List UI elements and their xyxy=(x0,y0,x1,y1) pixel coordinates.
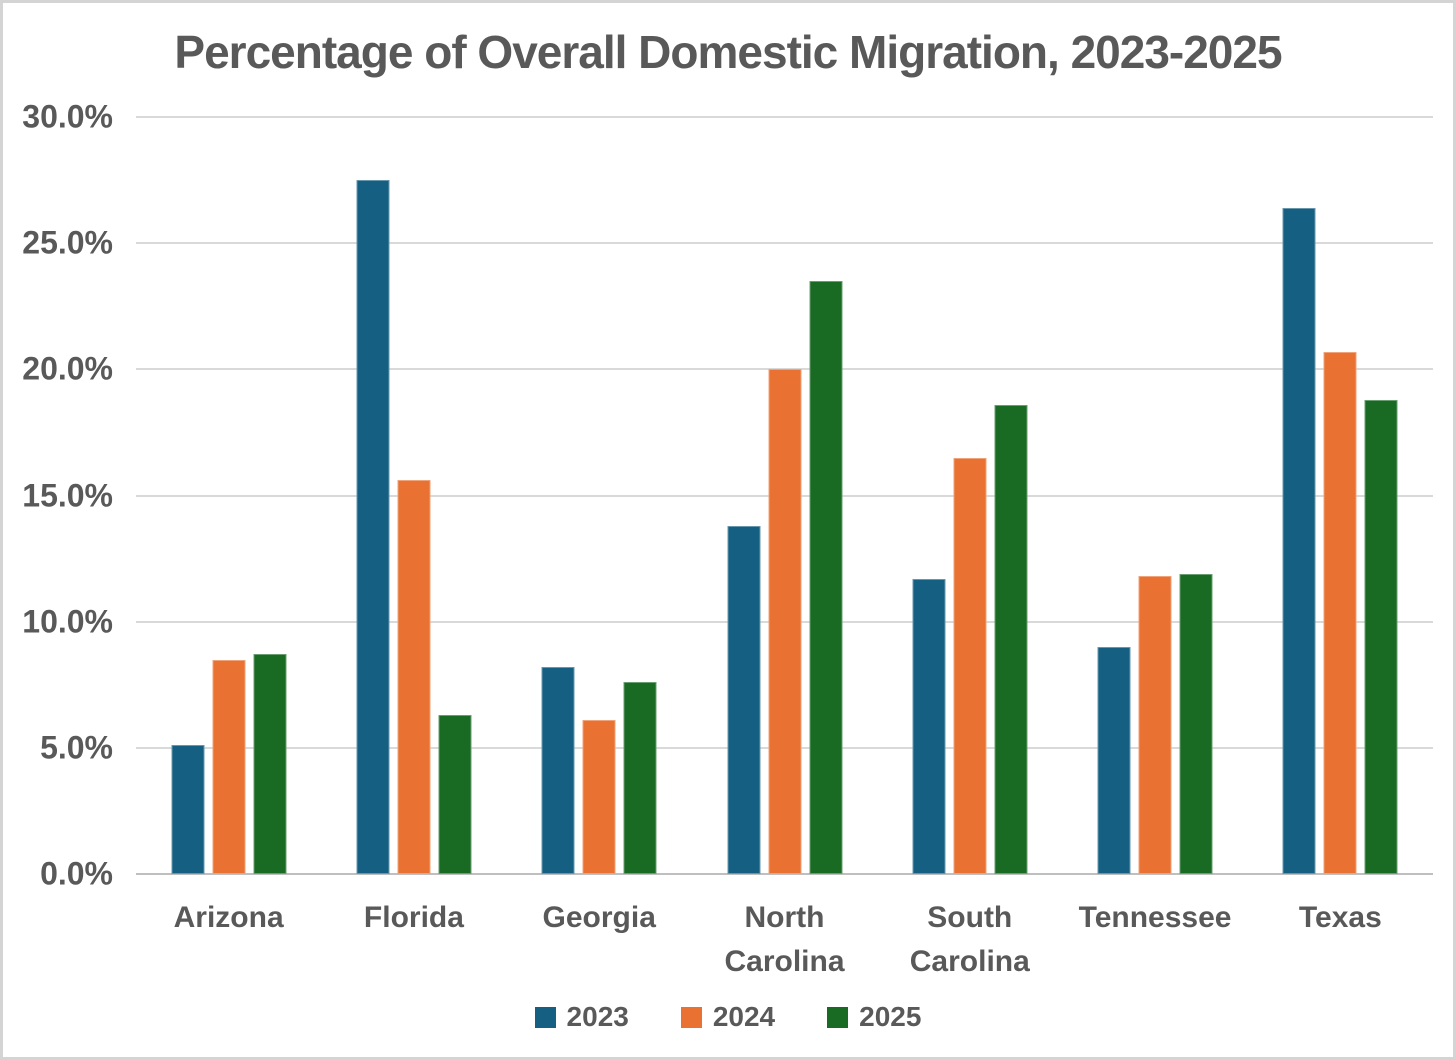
bar-2023 xyxy=(1282,207,1316,874)
legend-swatch-icon xyxy=(534,1006,556,1028)
category-label: Texas xyxy=(1298,901,1382,934)
y-tick-label: 20.0% xyxy=(22,350,113,387)
y-tick-label: 30.0% xyxy=(22,98,113,135)
legend-label: 2024 xyxy=(712,1001,776,1032)
y-tick-label: 10.0% xyxy=(22,603,113,640)
legend-item: 2025 xyxy=(827,1001,921,1033)
bar-group xyxy=(541,667,657,874)
category-label: Arizona xyxy=(173,901,284,934)
bar-2024 xyxy=(582,720,616,874)
bar-2025 xyxy=(1179,573,1213,874)
legend-label: 2023 xyxy=(566,1001,629,1032)
category-label: North Carolina xyxy=(724,901,845,978)
bar-2023 xyxy=(1097,646,1131,874)
category-label: South Carolina xyxy=(909,901,1030,978)
bar-2023 xyxy=(727,525,760,874)
bar-2025 xyxy=(253,654,287,874)
bar-group xyxy=(1097,573,1213,874)
bar-2024 xyxy=(212,659,246,874)
y-tick-label: 25.0% xyxy=(22,224,113,261)
category-label: Tennessee xyxy=(1078,901,1232,934)
bar-2025 xyxy=(994,404,1028,874)
legend-item: 2023 xyxy=(534,1001,629,1033)
bar-2023 xyxy=(356,180,390,874)
bar-2024 xyxy=(953,457,987,874)
bar-2025 xyxy=(809,281,842,874)
chart-title: Percentage of Overall Domestic Migration… xyxy=(174,26,1282,78)
legend-swatch-icon xyxy=(827,1006,849,1028)
bar-2024 xyxy=(1138,576,1172,874)
bar-2023 xyxy=(171,745,205,874)
bar-group xyxy=(356,180,472,874)
y-tick-label: 5.0% xyxy=(40,729,113,766)
bar-2024 xyxy=(1323,351,1357,874)
x-axis-line xyxy=(136,873,1433,875)
category-label: Florida xyxy=(363,901,464,934)
gridline xyxy=(136,116,1433,118)
bar-group xyxy=(1282,207,1398,874)
bar-2024 xyxy=(397,480,431,874)
x-axis: Arizona Florida Georgia North Carolina South… xyxy=(136,896,1433,996)
legend-item: 2024 xyxy=(680,1001,776,1033)
bar-2024 xyxy=(768,369,801,874)
y-tick-label: 15.0% xyxy=(22,477,113,513)
legend-label: 2025 xyxy=(859,1001,922,1032)
bar-group xyxy=(912,404,1028,874)
plot-area xyxy=(136,116,1433,875)
category-label: Georgia xyxy=(542,901,656,934)
y-tick-label: 0.0% xyxy=(40,855,113,892)
legend-swatch-icon xyxy=(680,1006,702,1028)
bar-2025 xyxy=(623,682,657,874)
bar-2025 xyxy=(438,715,472,874)
bar-group xyxy=(727,281,842,874)
y-axis: 0.0% 5.0% 10.0% 15.0% 20.0% 25.0% 30.0% xyxy=(3,99,113,892)
bar-group xyxy=(171,654,287,874)
legend: 2023 2024 2025 xyxy=(3,1001,1453,1033)
bar-2023 xyxy=(541,667,575,874)
bar-2025 xyxy=(1364,399,1398,874)
bar-2023 xyxy=(912,578,946,874)
gridline xyxy=(136,242,1433,245)
